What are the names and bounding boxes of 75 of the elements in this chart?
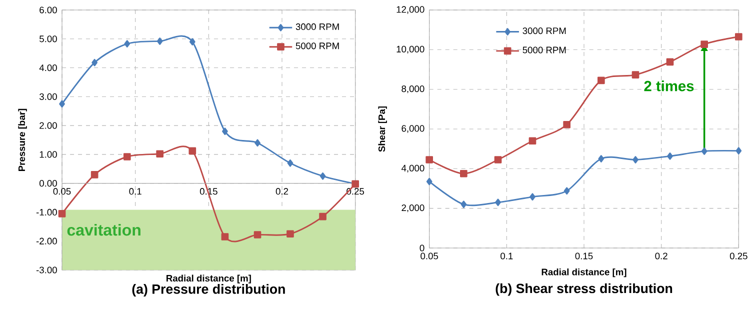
y-tick-label: -3.00 <box>36 266 57 274</box>
point <box>92 58 98 66</box>
point <box>632 71 640 79</box>
point <box>58 210 66 218</box>
y-tick-label: 2.00 <box>40 122 57 129</box>
point <box>320 172 326 180</box>
point <box>666 58 674 66</box>
y-axis-title: Pressure [bar] <box>18 108 27 172</box>
point <box>426 156 434 164</box>
x-tick-label: 0.05 <box>53 188 71 195</box>
point <box>460 200 467 208</box>
point <box>597 76 605 84</box>
point <box>701 148 708 155</box>
point <box>123 153 131 160</box>
y-tick-label: 10,000 <box>396 46 424 54</box>
x-tick-label: 0.1 <box>129 188 142 195</box>
x-axis-title: Radial distance [m] <box>542 268 626 278</box>
x-tick-label: 0.15 <box>575 252 593 260</box>
x-tick-label: 0.2 <box>276 188 288 195</box>
y-tick-label: 2,000 <box>402 204 424 212</box>
point <box>286 230 294 238</box>
point <box>426 178 432 186</box>
y-tick-label: 1.00 <box>40 151 57 158</box>
point <box>221 233 229 240</box>
annotation: 2 times <box>644 80 694 92</box>
y-axis-title: Shear [Pa] <box>378 106 387 152</box>
point <box>494 156 502 164</box>
y-tick-label: 4,000 <box>401 164 424 173</box>
point <box>460 170 468 178</box>
point <box>254 139 260 147</box>
point <box>222 128 228 135</box>
text: (a) Pressure distribution <box>132 284 285 296</box>
point <box>530 193 536 200</box>
point <box>563 120 570 128</box>
legend-label: 5000 RPM <box>296 42 339 50</box>
x-tick-label: 0.25 <box>730 252 748 260</box>
x-tick-label: 0.05 <box>420 252 438 260</box>
y-tick-label: 5.00 <box>40 36 57 42</box>
point <box>156 150 164 158</box>
y-tick-label: 8,000 <box>402 85 424 94</box>
x-tick-label: 0.2 <box>655 252 668 260</box>
y-tick-label: 3.00 <box>39 93 57 100</box>
point <box>156 38 163 45</box>
point <box>189 38 196 46</box>
y-tick-label: 6.00 <box>40 6 57 14</box>
legend-label: 3000 RPM <box>296 23 339 30</box>
y-tick-label: -1.00 <box>36 208 57 216</box>
point <box>667 152 673 160</box>
y-tick-label: 0.00 <box>39 180 57 187</box>
point <box>188 147 196 155</box>
legend-label: 3000 RPM <box>522 28 566 34</box>
point <box>528 137 536 145</box>
legend-label: 5000 RPM <box>522 46 566 54</box>
x-axis-title: Radial distance [m] <box>166 274 251 284</box>
point <box>734 33 742 40</box>
y-tick-label: 0 <box>420 244 424 252</box>
point <box>598 155 604 162</box>
point <box>59 100 65 108</box>
point <box>254 231 262 238</box>
point <box>287 159 294 167</box>
point <box>495 198 501 206</box>
band-label: cavitation <box>67 224 140 236</box>
point <box>124 40 130 48</box>
point <box>564 187 570 195</box>
point <box>319 212 326 220</box>
point <box>736 147 742 154</box>
x-tick-label: 0.1 <box>500 252 513 260</box>
point <box>632 156 638 164</box>
point <box>90 170 98 178</box>
y-tick-label: 12,000 <box>396 6 424 14</box>
y-tick-label: -2.00 <box>36 238 57 244</box>
point <box>700 40 708 48</box>
y-tick-label: 6,000 <box>402 125 424 133</box>
text: (b) Shear stress distribution <box>496 283 672 296</box>
y-tick-label: 4.00 <box>39 64 57 72</box>
